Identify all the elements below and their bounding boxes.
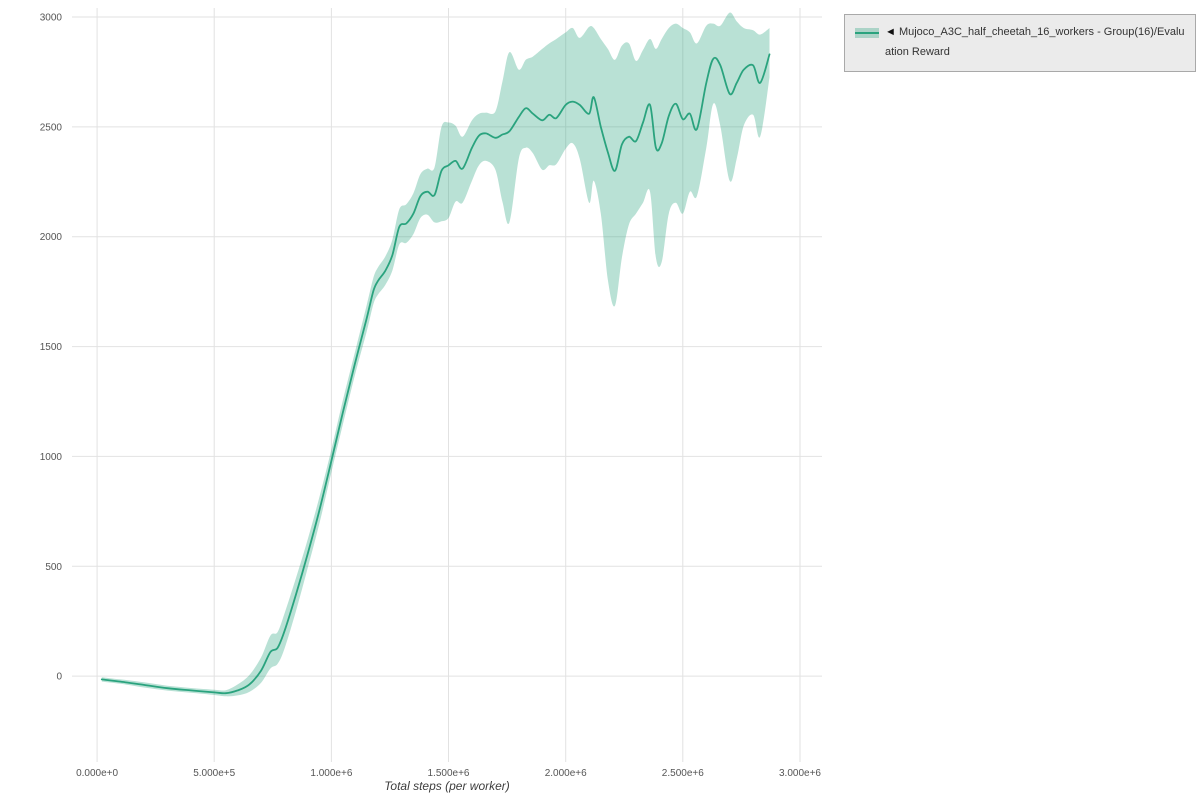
x-tick-label: 1.000e+6 [310,768,352,779]
legend: ◄ Mujoco_A3C_half_cheetah_16_workers - G… [844,14,1196,72]
y-tick-label: 2500 [40,122,63,133]
x-tick-label: 2.000e+6 [545,768,587,779]
x-tick-label: 3.000e+6 [779,768,821,779]
legend-text: ◄ Mujoco_A3C_half_cheetah_16_workers - G… [885,23,1185,63]
x-tick-label: 2.500e+6 [662,768,704,779]
y-tick-label: 500 [45,562,62,573]
y-tick-label: 0 [56,672,62,683]
confidence-band [101,12,770,697]
y-tick-label: 2000 [40,232,63,243]
legend-swatch-icon [855,28,879,38]
x-tick-label: 1.500e+6 [428,768,470,779]
mean-line [100,53,771,695]
y-tick-label: 1000 [40,452,63,463]
y-tick-label: 3000 [40,13,63,24]
x-tick-label: 0.000e+0 [76,768,118,779]
legend-label: Mujoco_A3C_half_cheetah_16_workers - Gro… [885,26,1185,58]
x-tick-label: 5.000e+5 [193,768,235,779]
legend-marker: ◄ [885,26,896,38]
reward-line-chart: 0.000e+0 5.000e+5 1.000e+6 1.500e+6 2.000e+6… [40,8,822,779]
x-axis-title: Total steps (per worker) [384,779,510,793]
y-tick-label: 1500 [40,342,63,353]
